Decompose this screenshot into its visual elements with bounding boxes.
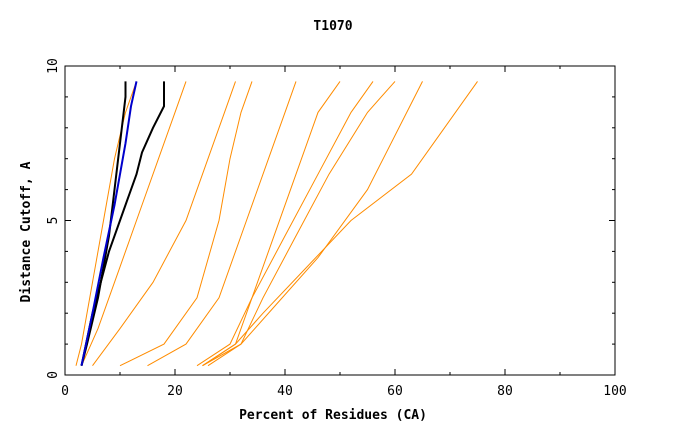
series-line-12 [196, 81, 374, 367]
series-line-0 [80, 81, 127, 366]
chart-title: T1070 [313, 19, 352, 34]
x-tick-label: 40 [277, 384, 293, 399]
y-axis-label: Distance Cutoff, A [19, 161, 34, 302]
series-line-5 [92, 81, 236, 366]
x-tick-label: 0 [61, 384, 69, 399]
series-line-1 [80, 81, 165, 366]
x-tick-label: 100 [603, 384, 626, 399]
y-tick-label: 10 [46, 58, 61, 74]
x-tick-label: 20 [167, 384, 183, 399]
series-line-7 [147, 81, 297, 367]
x-tick-label: 80 [497, 384, 513, 399]
x-axis-label: Percent of Residues (CA) [239, 408, 427, 423]
series-line-6 [119, 81, 253, 367]
series-line-9 [202, 81, 396, 367]
series-line-8 [202, 81, 341, 367]
series-line-2 [80, 81, 138, 366]
series-line-3 [75, 81, 137, 366]
series-line-10 [202, 81, 478, 367]
y-tick-label: 5 [46, 217, 61, 225]
axis-tick-labels: 0 20 40 60 80 100 0 5 10 [46, 58, 627, 399]
series-line-11 [207, 81, 423, 367]
x-tick-label: 60 [387, 384, 403, 399]
series-line-4 [81, 81, 187, 366]
plot-lines [75, 81, 478, 367]
axis-ticks [64, 65, 616, 376]
plot-frame [64, 65, 616, 376]
y-tick-label: 0 [46, 371, 61, 379]
